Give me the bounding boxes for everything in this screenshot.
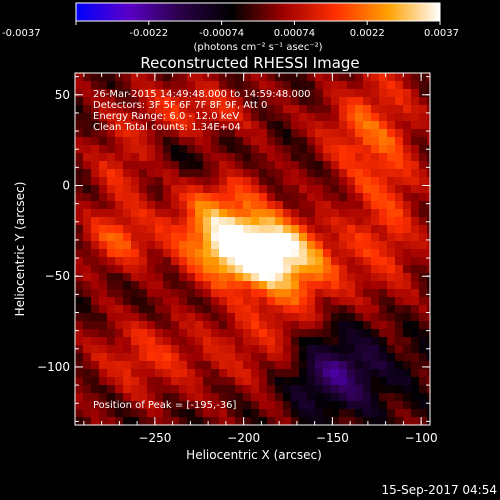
colorbar-tick-label: -0.0037 <box>2 28 41 39</box>
x-tick-label: −100 <box>405 431 438 445</box>
x-tick-label: −250 <box>138 431 171 445</box>
colorbar-tick-label: -0.0022 <box>129 28 168 39</box>
y-tick-label: 50 <box>55 88 70 102</box>
colorbar-tick-label: 0.0037 <box>424 28 459 39</box>
plot-frame <box>74 72 431 426</box>
chart-title: Reconstructed RHESSI Image <box>140 54 359 72</box>
colorbar-tick-label: -0.00074 <box>199 28 244 39</box>
x-axis-label: Heliocentric X (arcsec) <box>186 448 322 462</box>
colorbar <box>75 2 441 22</box>
render-timestamp: 15-Sep-2017 04:54 <box>382 483 497 497</box>
y-tick-label: 0 <box>62 178 70 192</box>
colorbar-tick-label: 0.0022 <box>350 28 385 39</box>
annotation-line: Detectors: 3F 5F 6F 7F 8F 9F, Att 0 <box>93 100 267 111</box>
heatmap-image <box>75 73 430 425</box>
y-tick-label: −50 <box>45 269 70 283</box>
x-tick-label: −200 <box>227 431 260 445</box>
y-tick-label: −100 <box>37 360 70 374</box>
colorbar-tick-label: 0.00074 <box>274 28 315 39</box>
annotation-line: Energy Range: 6.0 - 12.0 keV <box>93 111 239 122</box>
annotation-block: 26-Mar-2015 14:49:48.000 to 14:59:48.000… <box>93 89 311 133</box>
y-axis-label: Heliocentric Y (arcsec) <box>13 182 27 317</box>
annotation-line: 26-Mar-2015 14:49:48.000 to 14:59:48.000 <box>93 89 311 100</box>
axes: −250 −200 −150 −100 50 0 −50 −100 <box>37 73 438 445</box>
x-tick-label: −150 <box>316 431 349 445</box>
peak-position-label: Position of Peak = [-195,-36] <box>93 400 237 411</box>
colorbar-ticks: -0.0037 -0.0022 -0.00074 0.00074 0.0022 0.003… <box>2 21 459 39</box>
annotation-line: Clean Total counts: 1.34E+04 <box>93 122 241 133</box>
colorbar-unit-label: (photons cm⁻² s⁻¹ asec⁻²) <box>193 42 322 53</box>
